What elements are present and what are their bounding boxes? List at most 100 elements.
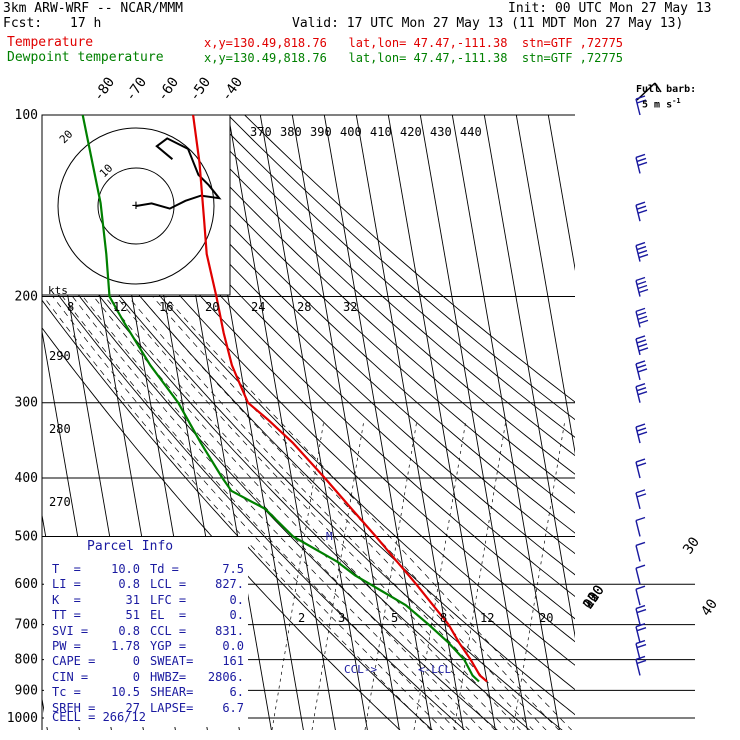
- wind-barb-flag: [635, 423, 646, 428]
- wind-barb-flag: [635, 585, 646, 590]
- wind-barb-flag: [638, 288, 649, 294]
- background-lines: [42, 115, 575, 730]
- parcel-row-4-field-0: SVI =: [52, 623, 89, 638]
- wind-barb: [635, 639, 647, 660]
- dry-adiabat: [42, 247, 498, 730]
- isotherm-label: -40: [218, 74, 246, 104]
- mixing-ratio-line: [311, 419, 365, 730]
- parcel-row-0-field-2: Td =: [150, 562, 179, 576]
- parcel-row-7-field-2: HWBZ=: [150, 669, 187, 684]
- wind-barb-flag: [636, 643, 647, 649]
- isotherm: [483, 115, 575, 639]
- isotherm-label: 20: [580, 589, 603, 612]
- wind-barb-flag: [637, 161, 648, 167]
- wind-barb-flag: [637, 343, 648, 348]
- pressure-label-100: 100: [15, 108, 38, 123]
- melting-level-marker: M: [326, 530, 333, 543]
- parcel-row-9-field-1: 27: [125, 700, 140, 715]
- isotherm-label: -60: [154, 74, 182, 104]
- dry-adiabat: [211, 115, 575, 438]
- parcel-row-6-field-3: 161: [222, 654, 244, 669]
- theta-label-270: 270: [49, 495, 71, 509]
- wind-barb-staff: [635, 98, 641, 116]
- wind-barb: [635, 360, 648, 381]
- wind-barb-flag: [636, 364, 647, 369]
- pressure-label-800: 800: [15, 653, 38, 668]
- isotherm: [42, 696, 48, 730]
- hodograph-trace: [135, 137, 222, 210]
- isotherm-label: 40: [698, 596, 721, 619]
- parcel-row-8-field-3: 6.: [229, 685, 244, 700]
- parcel-row-7-field-3: 2806.: [207, 669, 244, 684]
- wind-barb-flag: [636, 311, 647, 317]
- wind-barb-staff: [635, 643, 641, 660]
- wind-barb-flag: [635, 458, 646, 463]
- wind-barb-flag: [635, 307, 646, 313]
- header: 3km ARW-WRF -- NCAR/MMM Init: 00 UTC Mon…: [0, 0, 740, 70]
- wind-barb: [635, 564, 646, 585]
- parcel-row-0-field-3: 7.5: [222, 562, 244, 576]
- isotherm-label: -80: [90, 74, 118, 104]
- full-barb-units: 5 m s-1: [642, 97, 681, 111]
- parcel-row-3-field-1: 51: [125, 608, 140, 623]
- parcel-row-2-field-1: 31: [125, 592, 140, 607]
- isotherm: [515, 115, 575, 455]
- dry-adiabat: [111, 115, 575, 555]
- wind-barb-flag: [636, 280, 647, 286]
- wind-barb-flag: [637, 209, 648, 214]
- isotherm: [323, 115, 432, 730]
- wind-barb-flag: [637, 368, 648, 373]
- wind-barb-flag: [635, 360, 646, 365]
- theta-label-410: 410: [370, 125, 392, 139]
- mixing-ratio-low-label-3: 3: [338, 611, 345, 625]
- dry-adiabat: [161, 115, 575, 494]
- temperature-location: x,y=130.49,818.76 lat,lon= 47.47,-111.38…: [204, 36, 624, 50]
- wind-barb-flag: [635, 516, 646, 522]
- moist-adiabat: [93, 296, 496, 730]
- temperature-curve: [192, 115, 488, 683]
- moist-adiabat: [127, 296, 534, 730]
- mixing-ratio-line: [512, 419, 566, 730]
- valid-time: Valid: 17 UTC Mon 27 May 13 (11 MDT Mon …: [292, 16, 684, 31]
- wind-barb-flag: [636, 245, 647, 251]
- wind-barb-staff: [635, 589, 641, 606]
- dry-adiabat: [194, 115, 575, 457]
- dry-adiabat: [42, 175, 575, 716]
- moist-adiabat: [104, 296, 509, 730]
- full-barb-icon-flag: [654, 82, 662, 93]
- wind-barb-flag: [635, 95, 646, 100]
- pressure-label-600: 600: [15, 577, 38, 592]
- pressure-label-400: 400: [15, 471, 38, 486]
- wind-barb: [635, 622, 647, 643]
- parcel-row-5-field-0: PW =: [52, 639, 81, 653]
- wind-barb-flag: [635, 622, 646, 628]
- wind-barb-flag: [638, 347, 649, 352]
- isotherm: [227, 115, 336, 730]
- wind-barb-flag: [636, 427, 647, 432]
- isotherm: [451, 115, 560, 730]
- moist-adiabat: [82, 296, 483, 730]
- dry-adiabat: [78, 115, 575, 598]
- parcel-row-6-field-1: 0: [132, 654, 140, 669]
- wind-barb-staff: [635, 492, 641, 510]
- wind-barb-flag: [638, 253, 649, 259]
- wind-barb: [635, 489, 647, 510]
- parcel-row-3-field-2: EL =: [150, 608, 187, 623]
- isotherm: [387, 115, 496, 730]
- wind-barb: [635, 585, 646, 606]
- parcel-row-7-field-1: 0: [132, 669, 140, 684]
- mixing-ratio-label-20: 20: [205, 300, 219, 314]
- wind-barb: [635, 307, 649, 328]
- moist-adiabat: [52, 296, 445, 730]
- isotherm: [291, 115, 400, 730]
- mixing-ratio-label-32: 32: [343, 300, 357, 314]
- isotherm-label: 30: [680, 534, 703, 557]
- wind-barb-flag: [635, 655, 646, 661]
- wind-barb: [635, 276, 649, 297]
- wind-barb-flag: [635, 201, 646, 206]
- wind-barb-flag: [636, 205, 647, 210]
- dry-adiabat: [45, 115, 575, 643]
- dry-adiabat: [227, 115, 575, 421]
- dry-adiabat: [178, 115, 575, 475]
- wind-barb-flag: [635, 383, 646, 388]
